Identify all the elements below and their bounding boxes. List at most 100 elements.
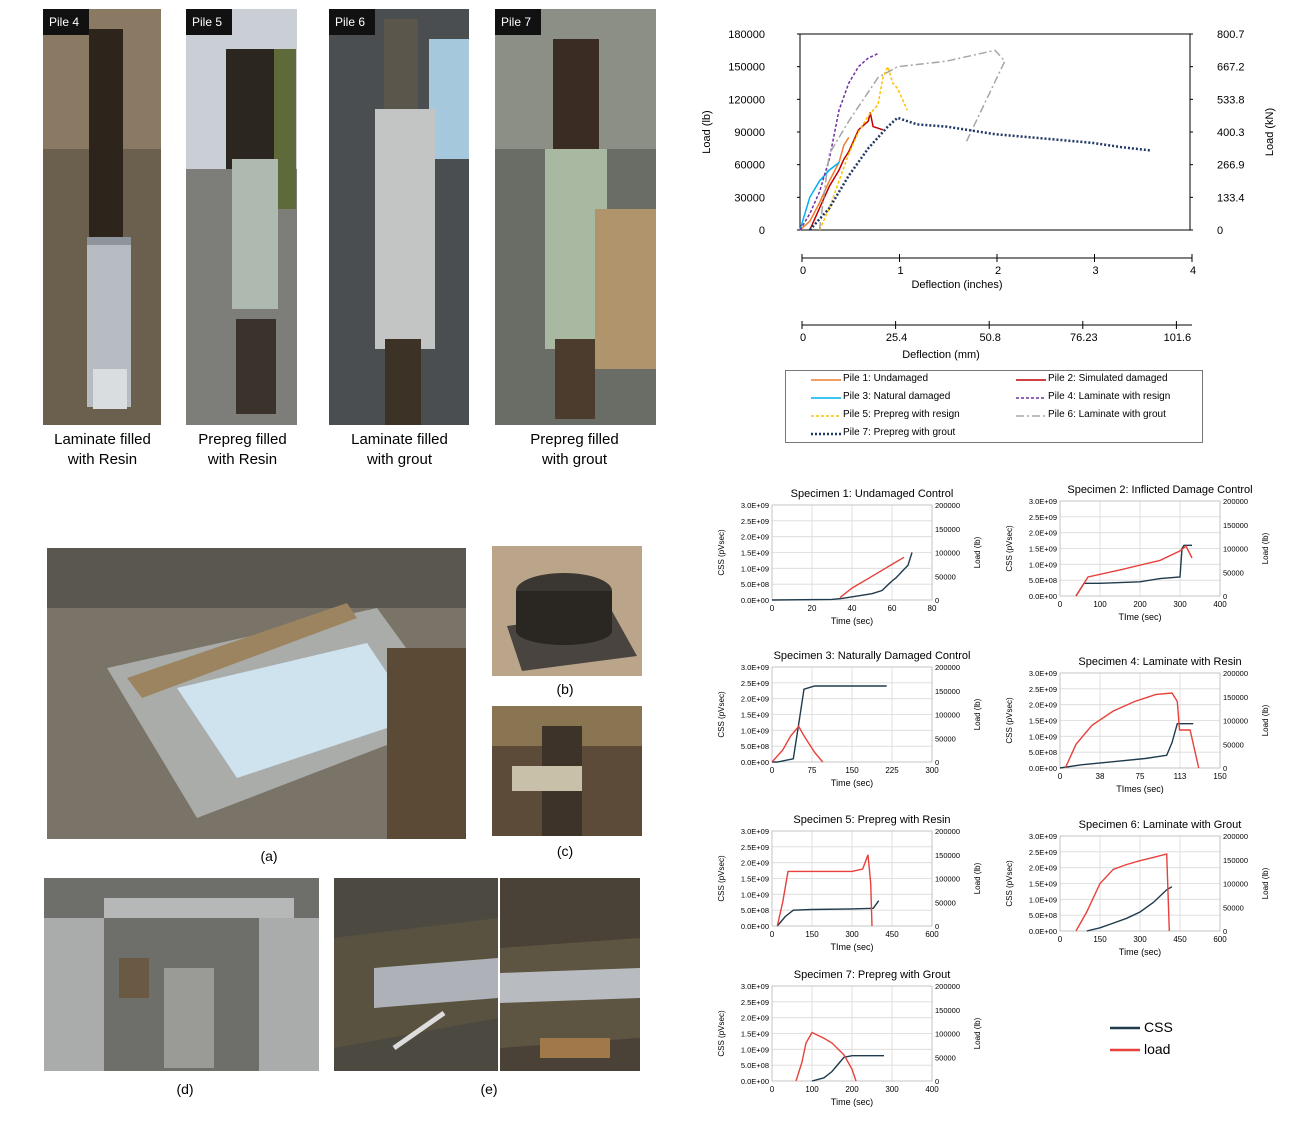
x-tick-label: 0 [770,604,775,613]
plot-frame [1059,500,1221,597]
chart-title: Specimen 3: Naturally Damaged Control [774,650,971,662]
x-axis-label: TImes (sec) [1116,784,1164,794]
pile-tag: Pile 4 [43,9,90,35]
y-tick-label: 2.5E+09 [1029,848,1057,857]
y2-tick-label: 150000 [935,1006,960,1015]
x-tick-label: 3 [1092,265,1098,277]
y2-tick-label: 0 [935,1077,939,1086]
x-tick-label: 150 [845,766,859,775]
y2-tick-label: 100000 [1223,880,1248,889]
caption-line: with Resin [67,451,138,468]
y-tick-label: 1.0E+09 [741,1045,769,1054]
y2-tick-label: 0 [1223,927,1227,936]
y-tick-label: 2.0E+09 [741,533,769,542]
y-tick-label: 2.5E+09 [1029,513,1057,522]
x-tick-label: 20 [808,604,817,613]
y-tick-label: 1.0E+09 [1029,895,1057,904]
x2-tick-label: 0 [800,332,806,344]
load-series-line [776,854,873,927]
photo-d-test-frame [44,878,319,1071]
y-tick-label: 180000 [728,29,765,41]
sublabel-c: (c) [556,843,574,859]
y-tick-label: 0.0E+00 [741,596,769,605]
series-line [799,136,850,231]
plot-frame [771,666,933,763]
pile-6-caption: Laminate filled with grout [327,430,472,470]
legend-label: Pile 2: Simulated damaged [1048,373,1168,384]
y-tick-label: 0.0E+00 [741,1077,769,1086]
x-tick-label: 0 [800,265,806,277]
y-tick-label: 2.5E+09 [1029,685,1057,694]
legend-swatch [1016,379,1046,381]
specimen-6-chart: Specimen 6: Laminate with Grout 3.0E+09 2.… [1005,819,1270,957]
y-axis-label: CSS (pVsec) [1005,697,1014,744]
x-tick-label: 40 [848,604,857,613]
pile-7-photo: Pile 7 [495,9,656,425]
x-tick-label: 150 [1213,772,1227,781]
pile-5-caption: Prepreg filled with Resin [170,430,315,470]
y2-tick-label: 200000 [935,982,960,991]
y-tick-label: 3.0E+09 [741,501,769,510]
css-series-line [811,1054,884,1082]
plot-frame [771,504,933,601]
y2-tick-label: 0 [1217,225,1223,237]
y-tick-label: 0.0E+00 [741,758,769,767]
css-legend-label: CSS [1144,1019,1173,1035]
y-tick-label: 5.0E+08 [1029,748,1057,757]
x-tick-label: 600 [1213,935,1227,944]
y-tick-label: 5.0E+08 [741,580,769,589]
y2-tick-label: 50000 [935,1053,956,1062]
y-tick-label: 2.0E+09 [1029,864,1057,873]
y2-tick-label: 150000 [935,851,960,860]
y-tick-label: 1.5E+09 [1029,717,1057,726]
x-tick-label: 300 [845,930,859,939]
y-tick-label: 3.0E+09 [741,663,769,672]
y-tick-label: 0 [759,225,765,237]
caption-line: with grout [366,451,433,468]
series-line [799,52,879,231]
x-tick-label: 1 [897,265,903,277]
specimen-5-chart: Specimen 5: Prepreg with Resin 3.0E+09 2.5… [717,814,982,952]
y-axis-label: CSS (pVsec) [717,691,726,738]
y-tick-label: 2.0E+09 [741,859,769,868]
x-tick-label: 80 [928,604,937,613]
specimen-4-chart: Specimen 4: Laminate with Resin 3.0E+09 2.… [1005,656,1270,794]
x-axis-label: Time (sec) [831,616,873,626]
legend-swatch [811,432,841,436]
chart-title: Specimen 6: Laminate with Grout [1079,819,1242,831]
y-axis-label: CSS (pVsec) [717,1010,726,1057]
caption-line: Prepreg filled [530,431,619,448]
pile-tag: Pile 7 [495,9,542,35]
y-axis-label: CSS (pVsec) [1005,860,1014,907]
y-tick-label: 2.0E+09 [741,1014,769,1023]
y-tick-label: 3.0E+09 [1029,669,1057,678]
css-series-line [771,552,913,601]
pile-tag: Pile 6 [329,9,376,35]
x-tick-label: 0 [770,1085,775,1094]
x-axis-label: Deflection (inches) [911,279,1002,291]
y2-tick-label: 150000 [935,525,960,534]
y2-tick-label: 150000 [1223,521,1248,530]
y-tick-label: 0.0E+00 [1029,592,1057,601]
x-axis-label: Time (sec) [1119,947,1161,957]
specimen-7-chart: Specimen 7: Prepreg with Grout 3.0E+09 2.5… [717,969,982,1107]
pile-4-photo: Pile 4 [43,9,161,425]
y2-tick-label: 50000 [935,572,956,581]
y2-tick-label: 200000 [1223,497,1248,506]
x-tick-label: 0 [1058,772,1063,781]
y2-tick-label: 200000 [1223,832,1248,841]
y2-tick-label: 200000 [935,501,960,510]
y-tick-label: 1.0E+09 [1029,732,1057,741]
plot-frame [1059,672,1221,769]
legend-swatch [1016,415,1046,417]
x-tick-label: 60 [888,604,897,613]
y-tick-label: 1.0E+09 [741,564,769,573]
y2-tick-label: 0 [935,758,939,767]
y2-tick-label: 400.3 [1217,127,1245,139]
x-tick-label: 113 [1174,772,1187,781]
y-tick-label: 2.5E+09 [741,679,769,688]
y2-axis-label: Load (lb) [973,536,982,568]
series-line [808,116,1152,231]
x-axis-label: Time (sec) [831,778,873,788]
legend-label: Pile 1: Undamaged [843,373,929,384]
